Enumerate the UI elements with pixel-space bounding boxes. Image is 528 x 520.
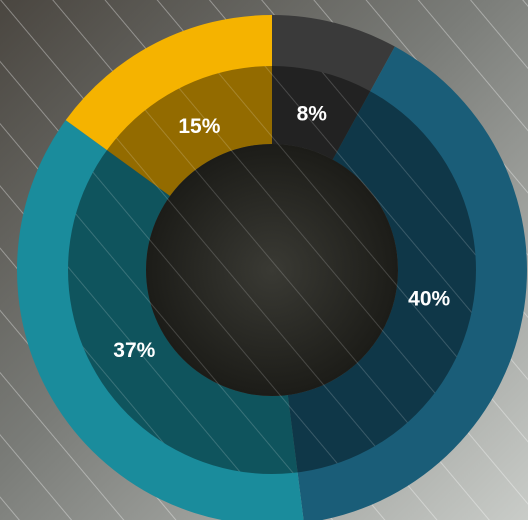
value-label: 15% bbox=[178, 115, 220, 138]
value-label: 37% bbox=[113, 339, 155, 362]
value-label: 8% bbox=[297, 103, 328, 126]
labels: 8% 40% 37% 15% bbox=[113, 103, 450, 362]
value-label: 40% bbox=[408, 288, 450, 311]
stripes-overlay bbox=[68, 66, 476, 474]
